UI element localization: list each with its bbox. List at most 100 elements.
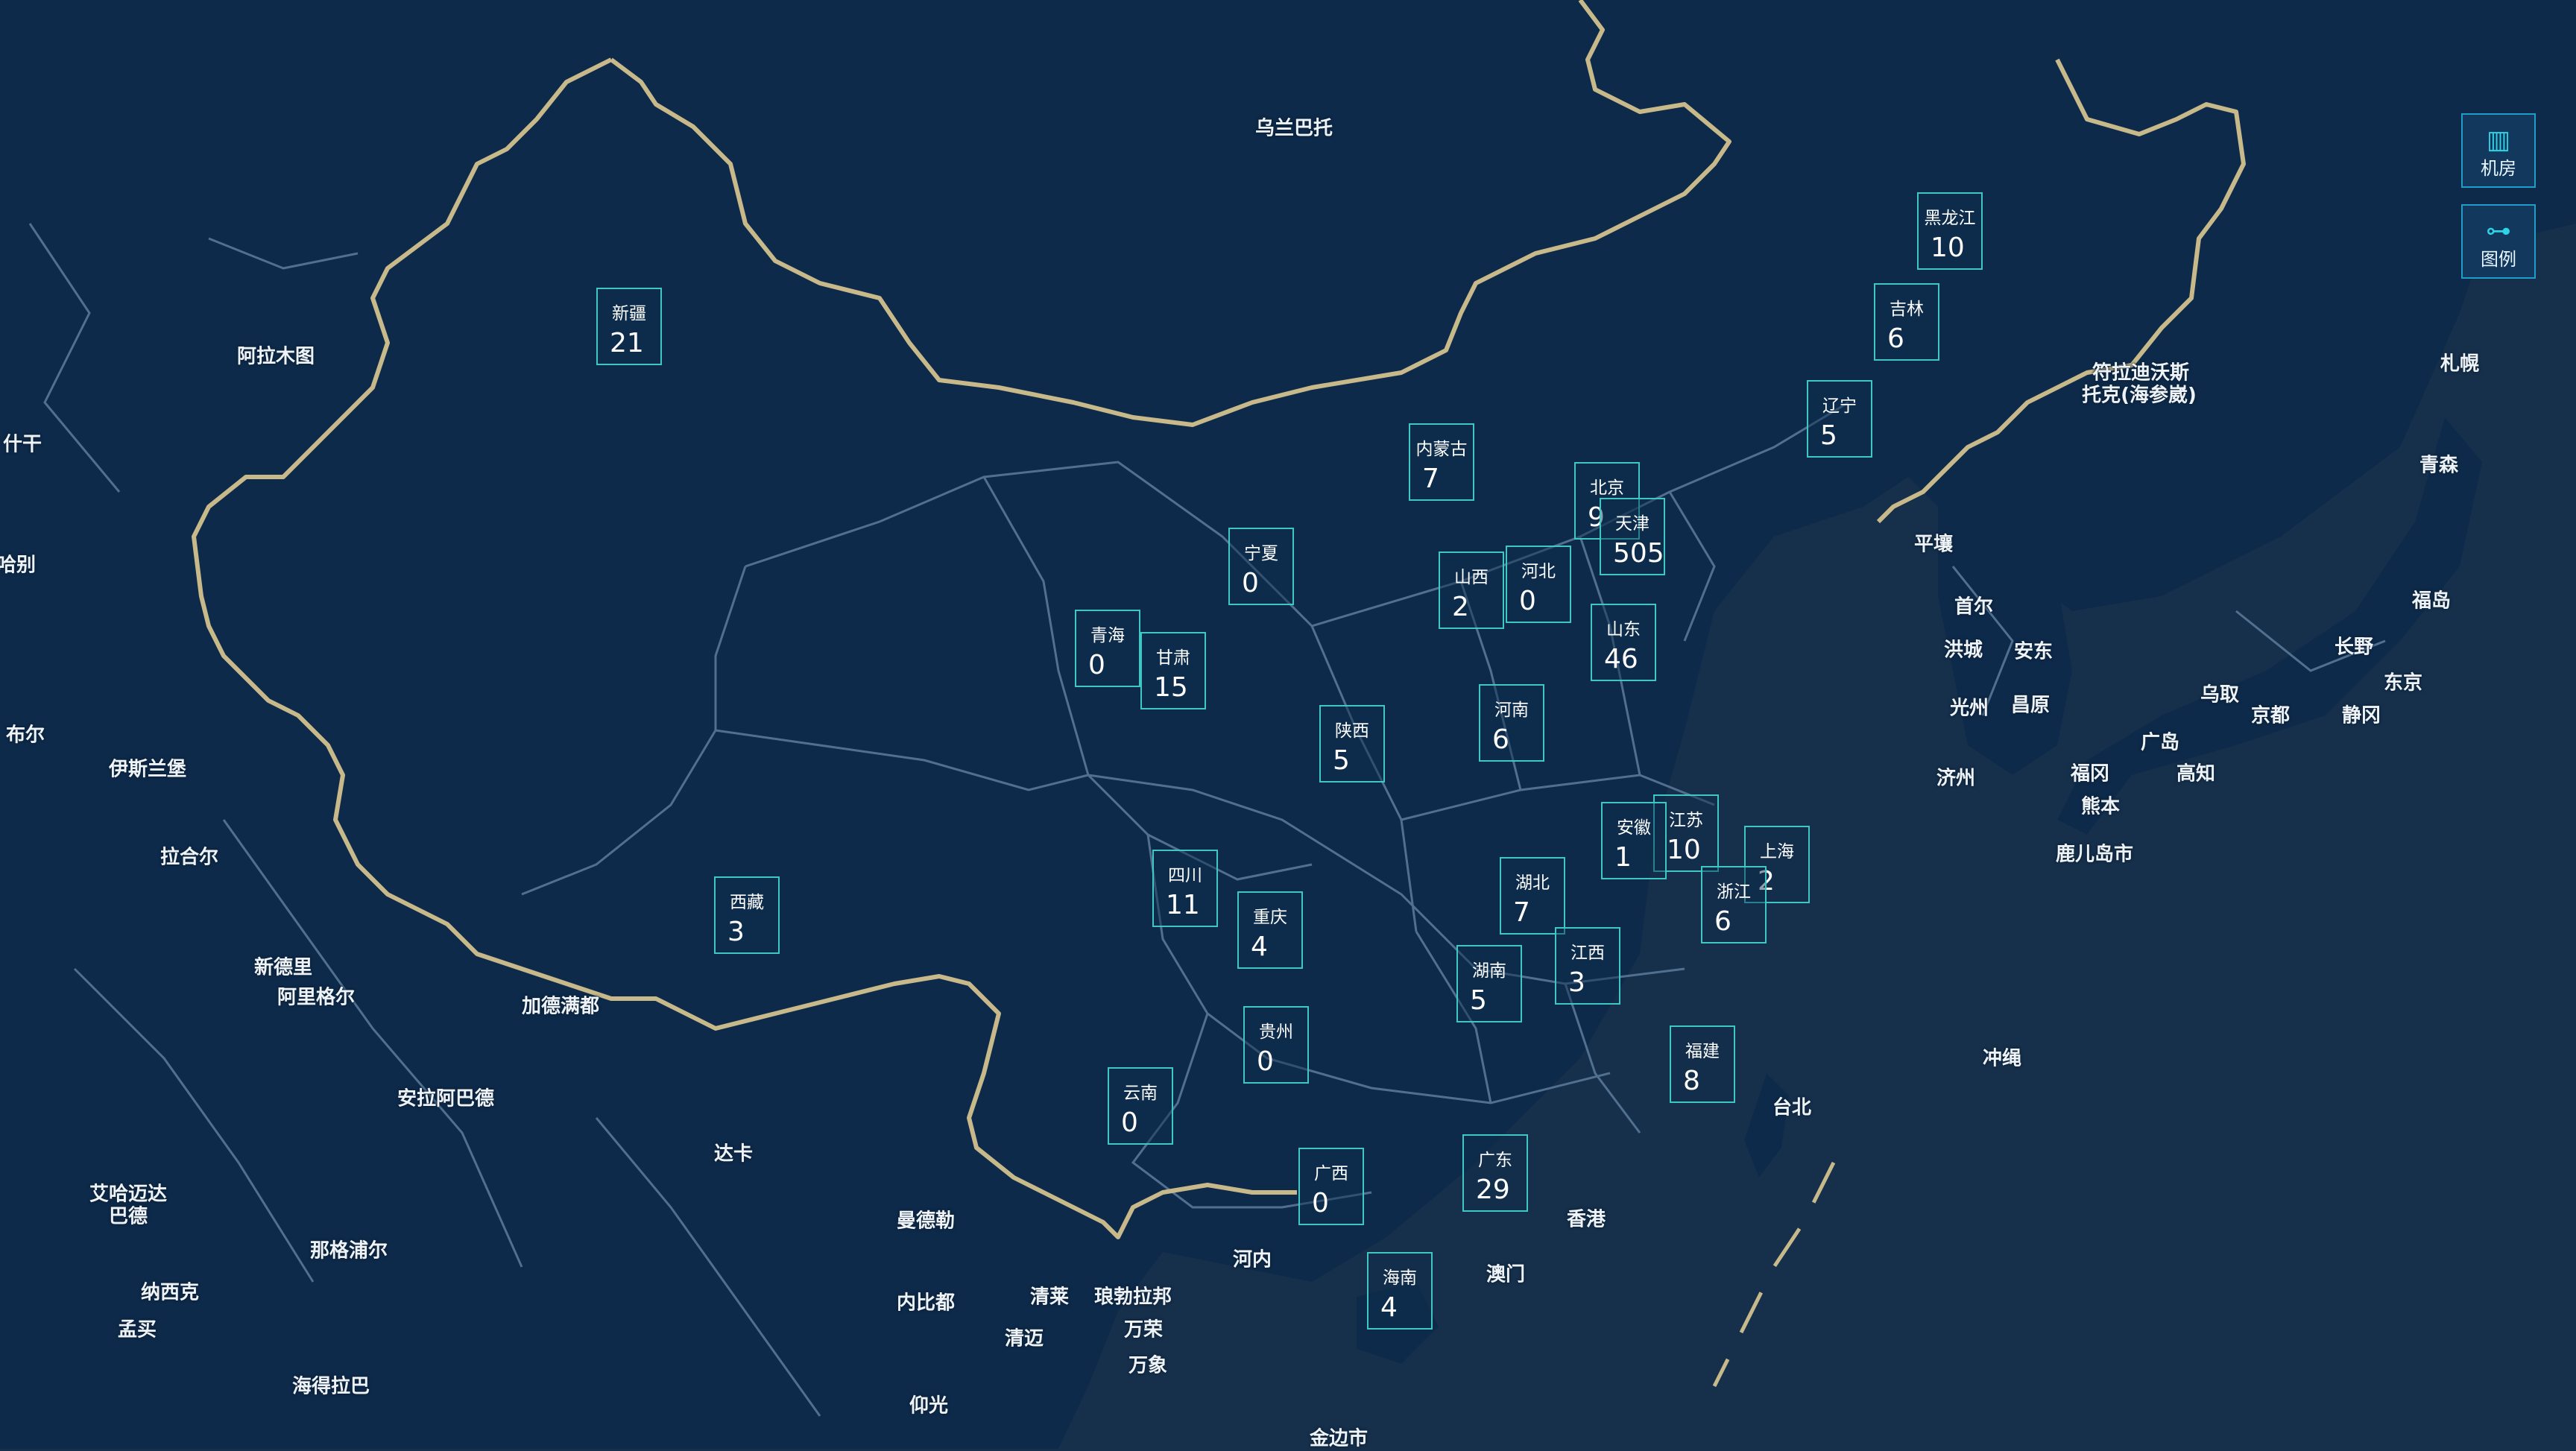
province-count: 0 (1312, 1188, 1329, 1218)
province-count: 4 (1251, 932, 1268, 962)
province-card-shaanxi[interactable]: 陕西 5 (1319, 705, 1385, 783)
province-count: 10 (1667, 835, 1701, 865)
province-card-jiangxi[interactable]: 江西 3 (1555, 927, 1620, 1005)
province-count: 7 (1513, 897, 1530, 928)
province-count: 6 (1714, 906, 1731, 937)
province-card-shandong[interactable]: 山东 46 (1591, 604, 1656, 681)
province-count: 0 (1121, 1107, 1138, 1138)
province-count: 8 (1683, 1066, 1700, 1096)
province-card-jilin[interactable]: 吉林 6 (1874, 283, 1939, 361)
province-name: 安徽 (1617, 818, 1651, 838)
province-card-tianjin[interactable]: 天津 505 (1600, 498, 1665, 575)
province-card-hebei[interactable]: 河北 0 (1506, 546, 1571, 623)
province-card-henan[interactable]: 河南 6 (1479, 684, 1544, 762)
province-name: 云南 (1123, 1084, 1158, 1103)
province-name: 河北 (1521, 562, 1556, 581)
province-card-fujian[interactable]: 福建 8 (1670, 1025, 1735, 1103)
province-name: 湖南 (1472, 961, 1506, 981)
datacenter-button[interactable]: ▥ 机房 (2461, 113, 2536, 188)
province-name: 青海 (1090, 626, 1125, 645)
province-count: 5 (1470, 985, 1487, 1016)
province-card-gansu[interactable]: 甘肃 15 (1140, 632, 1206, 709)
province-card-hainan[interactable]: 海南 4 (1367, 1252, 1433, 1330)
province-name: 上海 (1760, 842, 1794, 862)
province-count: 46 (1604, 644, 1638, 674)
province-name: 陕西 (1335, 721, 1369, 741)
province-name: 重庆 (1253, 908, 1287, 927)
province-name: 海南 (1383, 1268, 1417, 1288)
legend-label: 图例 (2481, 249, 2516, 270)
province-count: 4 (1380, 1292, 1398, 1323)
province-name: 吉林 (1890, 300, 1924, 319)
province-name: 浙江 (1717, 882, 1751, 902)
province-count: 0 (1257, 1046, 1274, 1077)
province-name: 宁夏 (1244, 544, 1278, 563)
province-count: 0 (1242, 568, 1259, 598)
province-name: 福建 (1685, 1042, 1720, 1061)
province-name: 贵州 (1259, 1022, 1293, 1042)
province-card-liaoning[interactable]: 辽宁 5 (1807, 380, 1872, 458)
province-card-heilongjiang[interactable]: 黑龙江 10 (1917, 192, 1983, 270)
province-card-shanxi[interactable]: 山西 2 (1439, 551, 1504, 629)
province-boundaries (28, 223, 2386, 1417)
province-count: 5 (1820, 420, 1837, 451)
national-border (192, 0, 2246, 1239)
province-count: 3 (727, 917, 745, 947)
legend-icon: ⊶ (2486, 216, 2511, 246)
province-card-shanghai[interactable]: 上海 2 (1744, 826, 1810, 903)
province-count: 505 (1613, 538, 1664, 569)
province-card-chongqing[interactable]: 重庆 4 (1237, 891, 1303, 969)
province-card-hunan[interactable]: 湖南 5 (1456, 945, 1522, 1022)
province-name: 江西 (1570, 943, 1605, 963)
province-card-guangxi[interactable]: 广西 0 (1298, 1148, 1364, 1225)
province-count: 2 (1452, 592, 1469, 622)
province-name: 甘肃 (1156, 648, 1190, 668)
province-name: 广西 (1314, 1164, 1348, 1183)
province-name: 黑龙江 (1924, 209, 1976, 228)
province-card-neimenggu[interactable]: 内蒙古 7 (1409, 423, 1474, 501)
province-count: 1 (1614, 842, 1632, 873)
landmass-taiwan (1744, 1073, 1789, 1177)
province-name: 四川 (1168, 866, 1202, 885)
maritime-boundary (1712, 1161, 1836, 1388)
province-name: 内蒙古 (1415, 440, 1468, 459)
province-count: 29 (1476, 1175, 1510, 1205)
province-card-zhejiang[interactable]: 浙江 6 (1701, 866, 1767, 943)
province-name: 湖北 (1515, 873, 1550, 893)
province-name: 新疆 (612, 304, 646, 323)
landmass-hainan (1357, 1282, 1439, 1364)
province-card-anhui[interactable]: 安徽 1 (1601, 802, 1667, 879)
province-card-xinjiang[interactable]: 新疆 21 (596, 288, 662, 365)
province-name: 北京 (1590, 478, 1624, 498)
landmass-japan (2057, 417, 2482, 835)
province-card-ningxia[interactable]: 宁夏 0 (1228, 528, 1294, 605)
province-count: 3 (1568, 967, 1585, 998)
province-count: 0 (1088, 650, 1105, 680)
province-card-hubei[interactable]: 湖北 7 (1500, 857, 1565, 935)
province-card-guizhou[interactable]: 贵州 0 (1243, 1006, 1309, 1084)
province-count: 11 (1166, 890, 1200, 920)
province-name: 辽宁 (1822, 396, 1857, 416)
province-count: 0 (1519, 586, 1536, 616)
province-name: 西藏 (730, 893, 764, 912)
province-card-qinghai[interactable]: 青海 0 (1075, 610, 1140, 687)
legend-button[interactable]: ⊶ 图例 (2461, 204, 2536, 279)
province-card-guangdong[interactable]: 广东 29 (1462, 1134, 1528, 1212)
province-name: 河南 (1494, 701, 1529, 720)
province-card-sichuan[interactable]: 四川 11 (1152, 850, 1218, 927)
province-count: 7 (1422, 464, 1439, 494)
province-count: 6 (1887, 323, 1904, 354)
province-name: 山东 (1606, 620, 1641, 639)
province-count: 15 (1154, 672, 1188, 703)
province-card-jiangsu[interactable]: 江苏 10 (1653, 794, 1719, 872)
province-count: 21 (610, 328, 644, 358)
province-name: 广东 (1478, 1151, 1512, 1170)
province-name: 山西 (1454, 568, 1489, 587)
province-card-yunnan[interactable]: 云南 0 (1108, 1067, 1173, 1145)
province-count: 10 (1931, 233, 1965, 263)
province-count: 6 (1492, 724, 1509, 755)
province-card-xizang[interactable]: 西藏 3 (714, 876, 780, 954)
server-rack-icon: ▥ (2486, 125, 2511, 155)
